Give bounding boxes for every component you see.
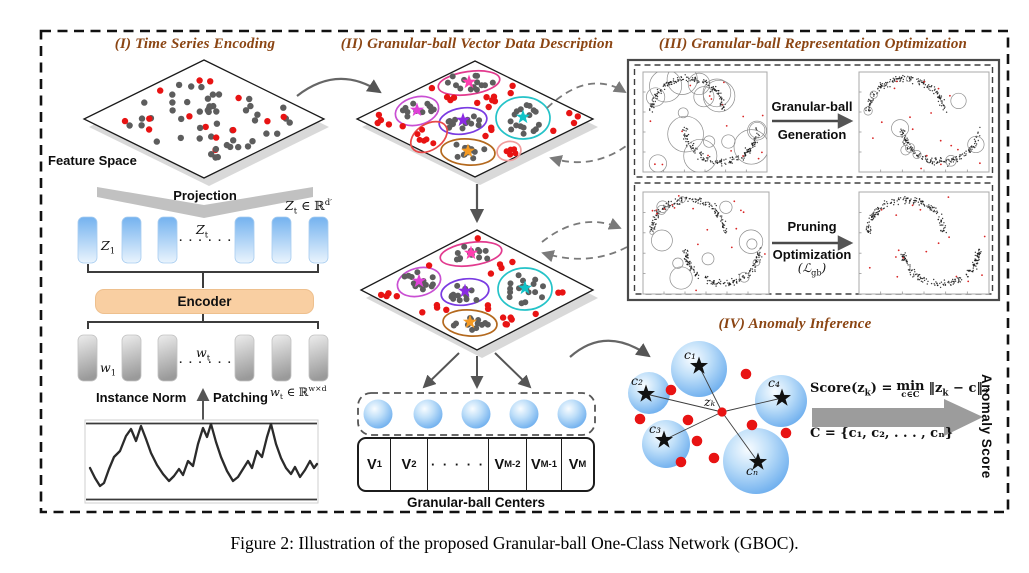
center-cell-vm2: V M-2 <box>489 439 527 490</box>
c1-label: c₁ <box>684 347 697 362</box>
center-star <box>690 356 708 374</box>
scatter-plot <box>642 191 770 295</box>
z-row-ellipsis: · · · · · · <box>179 235 233 247</box>
center-set-formula: C = {c₁, c₂, . . . , cₙ} <box>810 426 954 441</box>
center-star <box>773 388 791 406</box>
granular-ball <box>461 399 491 429</box>
center-cell-vm1: V M-1 <box>527 439 562 490</box>
center-star <box>637 384 655 402</box>
granular-ball <box>363 399 393 429</box>
projection-arrow <box>97 187 313 218</box>
generation-label-bottom: Generation <box>777 127 847 142</box>
encoder-box: Encoder <box>95 289 314 314</box>
time-series-wave <box>88 422 319 488</box>
anomaly-score-arrow <box>812 399 983 436</box>
section1-heading: (I) Time Series Encoding <box>114 36 276 52</box>
feature-space-diagram <box>77 59 329 504</box>
zt-label: Zt <box>196 222 209 241</box>
patching-label: Patching <box>213 390 268 405</box>
figure-caption: Figure 2: Illustration of the proposed G… <box>230 533 799 553</box>
w-dimension-label: wt ∈ ℝw×d <box>270 384 327 402</box>
pruning-label-bottom: Optimization <box>772 247 852 262</box>
cn-label: cₙ <box>746 463 759 478</box>
wt-label: wt <box>196 345 211 364</box>
w-row-ellipsis: · · · · · · <box>179 357 233 369</box>
scatter-plot <box>858 71 990 173</box>
zk-label: zₖ <box>704 394 716 409</box>
projection-label: Projection <box>173 188 237 203</box>
granular-ball <box>413 399 443 429</box>
center-cell-ellipsis: · · · · · <box>428 439 489 490</box>
feature-space-label: Feature Space <box>48 153 137 168</box>
anomaly-score-axis-label: Anomaly Score <box>979 373 994 479</box>
generation-label-top: Granular-ball <box>771 99 853 114</box>
z1-label: Z1 <box>101 238 116 257</box>
section2-heading: (II) Granular-ball Vector Data Descripti… <box>340 36 614 52</box>
section4-heading: (IV) Anomaly Inference <box>718 316 872 332</box>
optimization-panel <box>626 58 1001 302</box>
center-star <box>655 430 673 448</box>
c2-label: c₂ <box>631 373 644 388</box>
score-formula: Score(zk) = min c∈C ‖zk − c‖2 <box>810 379 990 401</box>
query-point <box>717 407 727 417</box>
section3-heading: (III) Granular-ball Representation Optim… <box>658 36 968 52</box>
granular-ball-centers-label: Granular-ball Centers <box>406 495 546 510</box>
gbvdd-diagram <box>296 60 651 436</box>
granular-ball <box>557 399 587 429</box>
centers-dashed-box <box>357 392 596 436</box>
c3-label: c₃ <box>649 421 662 436</box>
granular-ball <box>509 399 539 429</box>
scatter-plot <box>642 71 768 173</box>
figure-dashed-border <box>39 29 1010 514</box>
scatter-plot <box>858 191 990 295</box>
pruning-label-top: Pruning <box>787 219 837 234</box>
w1-label: w1 <box>100 360 117 379</box>
instance-norm-label: Instance Norm <box>96 390 187 405</box>
center-star <box>749 452 767 470</box>
c4-label: c₄ <box>768 375 781 390</box>
z-dimension-label: Zt ∈ ℝd′ <box>285 198 333 217</box>
pruning-loss-label: (ℒgb) <box>797 261 827 278</box>
anomaly-inference-diagram <box>628 341 983 494</box>
